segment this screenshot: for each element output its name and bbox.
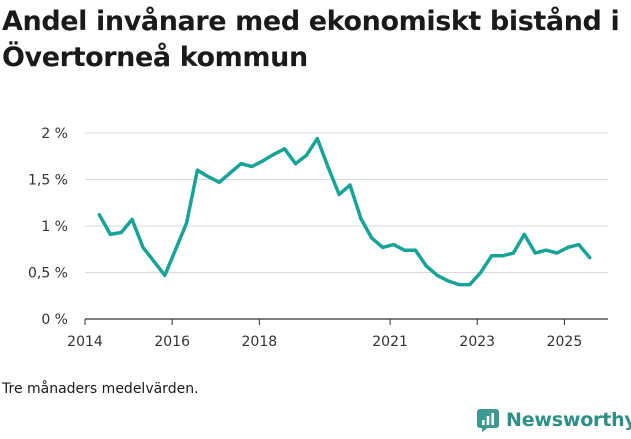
data-point [402, 248, 407, 252]
x-tick-label: 2014 [67, 334, 103, 350]
data-point [348, 183, 352, 187]
brand-name: Newsworthy [506, 409, 631, 431]
data-point [588, 256, 592, 260]
data-point [152, 259, 156, 263]
data-point [174, 247, 178, 251]
data-point [272, 152, 276, 156]
y-tick-label: 0 % [41, 312, 68, 328]
data-point [566, 245, 570, 249]
data-point [293, 162, 298, 166]
data-point [315, 136, 319, 141]
data-point [555, 251, 559, 255]
data-point [239, 162, 243, 166]
data-point [391, 243, 396, 247]
data-point [446, 279, 450, 283]
data-point [435, 273, 439, 277]
x-tick-label: 2018 [242, 334, 278, 350]
x-tick-label: 2025 [547, 334, 583, 350]
data-point [424, 264, 428, 268]
data-point [108, 232, 112, 236]
data-point [228, 171, 232, 175]
data-point [457, 282, 461, 287]
newsworthy-icon [477, 409, 499, 432]
data-point [381, 245, 385, 249]
y-tick-label: 1,5 % [28, 173, 68, 189]
data-point [250, 164, 254, 169]
data-point [261, 159, 265, 163]
data-point [500, 254, 505, 258]
x-tick-label: 2021 [372, 334, 408, 350]
y-axis: 0 % 0,5 % 1 % 1,5 % 2 % [28, 126, 68, 328]
grid [85, 132, 608, 320]
data-point [283, 147, 287, 151]
data-point [163, 273, 167, 277]
chart-caption: Tre månaders medelvärden. [2, 381, 199, 397]
y-tick-label: 2 % [41, 126, 68, 142]
data-point [130, 217, 134, 222]
data-point [195, 168, 200, 172]
x-axis: 2014 2016 2018 2021 2023 2025 [67, 319, 582, 350]
data-point [206, 175, 210, 179]
data-point [544, 248, 548, 252]
series-layer [97, 136, 592, 287]
y-tick-label: 1 % [41, 219, 68, 235]
data-point [413, 248, 417, 252]
x-tick-label: 2016 [154, 334, 190, 350]
data-point [337, 192, 341, 196]
data-point [326, 165, 330, 170]
data-point [468, 282, 472, 287]
data-point [217, 180, 221, 184]
data-point [304, 153, 309, 157]
newsworthy-logo[interactable]: Newsworthy [476, 408, 631, 432]
data-point [533, 251, 537, 255]
data-point [522, 232, 526, 236]
data-point [479, 270, 483, 275]
data-point [370, 236, 374, 240]
series-line [97, 136, 592, 287]
data-point [184, 221, 189, 225]
y-tick-label: 0,5 % [28, 266, 68, 282]
data-point [577, 243, 581, 247]
data-point [490, 254, 494, 258]
chart-title: Andel invånare med ekonomiskt bistånd i … [2, 6, 620, 73]
data-point [511, 251, 516, 255]
data-point [97, 213, 101, 217]
data-point [359, 216, 363, 221]
data-point [119, 230, 123, 235]
x-tick-label: 2023 [459, 334, 495, 350]
data-point [141, 245, 145, 249]
